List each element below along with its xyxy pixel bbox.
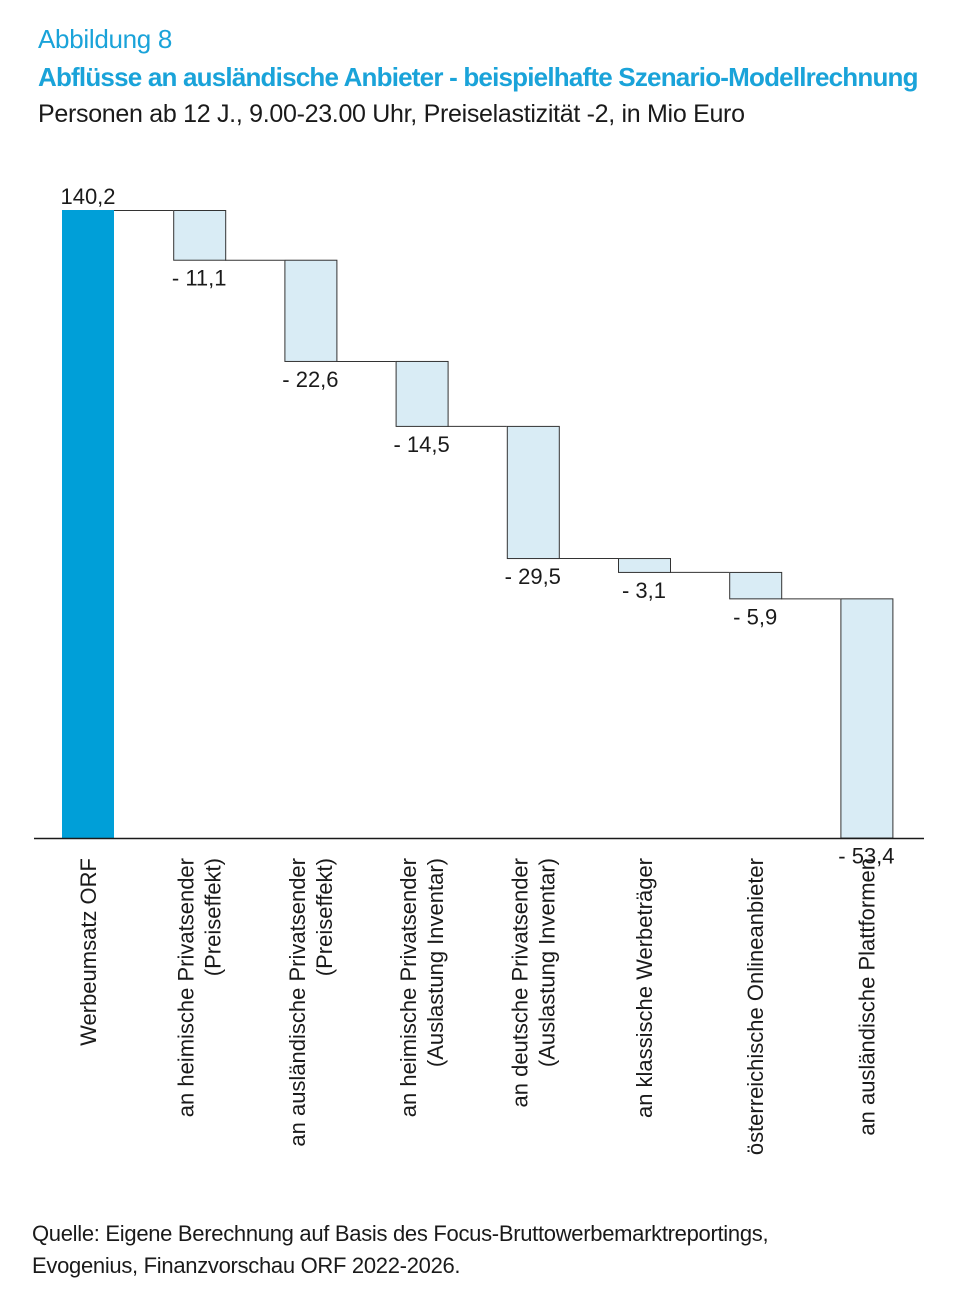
bar-step — [729, 571, 783, 600]
data-label: - 5,9 — [733, 604, 777, 629]
category-label: an ausländische Privatsender (Preiseffekt… — [285, 858, 337, 1147]
category-label-line: an heimische Privatsender — [174, 858, 199, 1117]
bar-step — [173, 210, 227, 261]
data-label: - 3,1 — [622, 578, 666, 603]
data-label: - 11,1 — [172, 266, 227, 291]
data-label: - 53,4 — [838, 844, 894, 869]
category-label-line: Werbeumsatz ORF — [76, 858, 101, 1046]
category-label-line: (Preiseffekt) — [201, 858, 226, 976]
category-label-line: an deutsche Privatsender — [507, 858, 532, 1108]
category-label: österreichische Onlineanbieter — [743, 858, 768, 1155]
data-label: - 14,5 — [393, 432, 449, 457]
data-label: - 22,6 — [282, 367, 338, 392]
bar-step — [618, 558, 671, 573]
bar-step — [284, 259, 338, 362]
source-line-2: Evogenius, Finanzvorschau ORF 2022-2026. — [32, 1253, 461, 1278]
category-label-line: an ausländische Privatsender — [285, 858, 310, 1147]
bar-step — [506, 425, 560, 560]
category-label-line: an heimische Privatsender — [396, 858, 421, 1117]
figure-label: Abbildung 8 — [38, 24, 173, 54]
category-label: an deutsche Privatsender (Auslastung Inve… — [507, 858, 559, 1108]
category-label-line: (Auslastung Inventar) — [423, 858, 448, 1067]
source-line-1: Quelle: Eigene Berechnung auf Basis des … — [32, 1221, 769, 1246]
category-label-line: an ausländische Plattformen — [854, 858, 879, 1136]
category-label: an heimische Privatsender (Auslastung Inv… — [396, 858, 448, 1117]
data-label: - 29,5 — [505, 564, 561, 589]
category-label: Werbeumsatz ORF — [76, 858, 101, 1046]
category-label: an ausländische Plattformen — [854, 858, 879, 1136]
source-note: Quelle: Eigene Berechnung auf Basis des … — [32, 1218, 769, 1282]
bar-step — [395, 360, 449, 427]
data-label: 140,2 — [60, 184, 115, 209]
waterfall-chart: 140,2 - 11,1 - 22,6 - 14,5 - 29,5 - 3,1 - 5,9 -… — [34, 184, 924, 1155]
category-label-line: an klassische Werbeträger — [632, 858, 657, 1118]
bar-total — [62, 210, 114, 838]
bar-step — [840, 598, 894, 839]
chart-subtitle: Personen ab 12 J., 9.00-23.00 Uhr, Preis… — [38, 100, 745, 128]
category-label-line: (Preiseffekt) — [312, 858, 337, 976]
category-label: an klassische Werbeträger — [632, 858, 657, 1118]
chart-title: Abflüsse an ausländische Anbieter - beis… — [38, 62, 919, 92]
category-label: an heimische Privatsender (Preiseffekt) — [174, 858, 226, 1117]
category-label-line: österreichische Onlineanbieter — [743, 858, 768, 1155]
category-label-line: (Auslastung Inventar) — [534, 858, 559, 1067]
